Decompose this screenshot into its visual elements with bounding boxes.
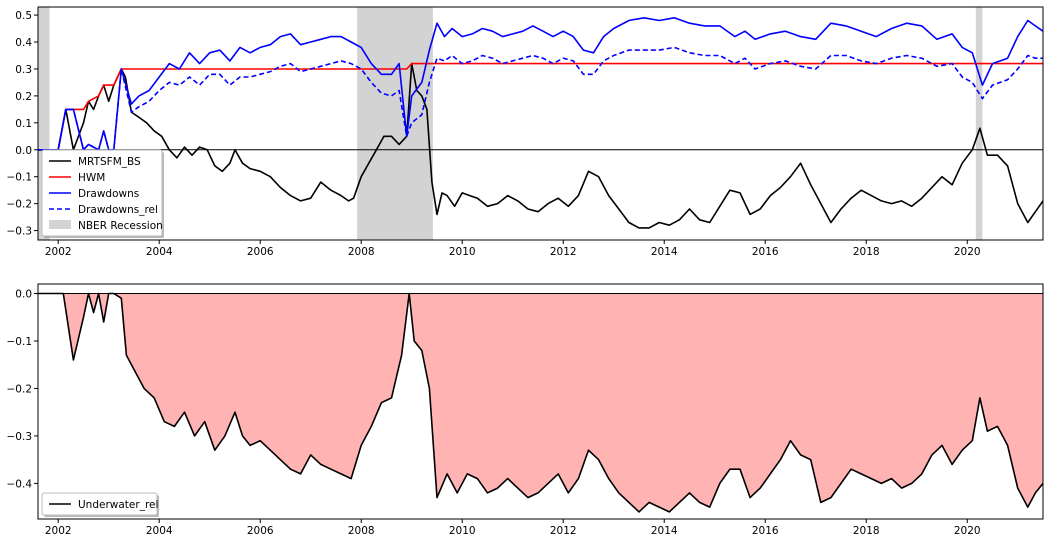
x-tick-label: 2012 bbox=[550, 525, 577, 537]
legend-label: Drawdowns bbox=[78, 188, 139, 200]
series-line-drawdowns bbox=[38, 17, 1044, 151]
x-tick-label: 2004 bbox=[146, 525, 173, 537]
legend-label: MRTSFM_BS bbox=[78, 156, 141, 168]
legend-item: MRTSFM_BS bbox=[49, 156, 141, 168]
y-tick-label: 0.4 bbox=[15, 37, 32, 49]
y-tick-label: −0.1 bbox=[7, 172, 33, 184]
x-tick-label: 2018 bbox=[853, 246, 880, 258]
x-tick: 2002 bbox=[45, 240, 72, 258]
x-tick: 2002 bbox=[45, 519, 72, 537]
x-tick: 2008 bbox=[348, 240, 375, 258]
legend-item: Drawdowns_rel bbox=[49, 204, 158, 216]
x-tick-label: 2014 bbox=[651, 525, 678, 537]
x-tick-label: 2002 bbox=[45, 525, 72, 537]
x-tick-label: 2020 bbox=[954, 525, 981, 537]
y-tick: 0.0 bbox=[15, 145, 38, 157]
x-tick: 2018 bbox=[853, 519, 880, 537]
plot-area bbox=[38, 7, 1043, 240]
x-tick-label: 2004 bbox=[146, 246, 173, 258]
y-tick: −0.1 bbox=[7, 172, 38, 184]
x-tick: 2020 bbox=[954, 240, 981, 258]
y-tick: 0.1 bbox=[15, 118, 38, 130]
x-tick-label: 2008 bbox=[348, 246, 375, 258]
y-tick: 0.4 bbox=[15, 37, 38, 49]
bottom-chart: 2002 2004 2006 2008 2010 2012 2014 2016 2018 2020… bbox=[7, 283, 1044, 537]
y-tick: −0.1 bbox=[7, 336, 38, 348]
x-tick: 2016 bbox=[752, 519, 779, 537]
x-tick: 2010 bbox=[449, 519, 476, 537]
legend: MRTSFM_BS HWM Drawdowns Drawdowns_rel NBER R… bbox=[41, 149, 164, 238]
x-tick: 2016 bbox=[752, 240, 779, 258]
x-tick: 2018 bbox=[853, 240, 880, 258]
y-tick-label: −0.2 bbox=[7, 199, 33, 211]
x-tick-label: 2006 bbox=[247, 246, 274, 258]
y-tick-label: −0.4 bbox=[7, 478, 33, 490]
x-tick: 2020 bbox=[954, 519, 981, 537]
y-tick-label: 0.0 bbox=[15, 288, 32, 300]
y-tick: −0.4 bbox=[7, 478, 38, 490]
legend-item: HWM bbox=[49, 172, 105, 184]
series-line-underwater-rel bbox=[38, 292, 1044, 513]
x-tick-label: 2002 bbox=[45, 246, 72, 258]
x-tick: 2008 bbox=[348, 519, 375, 537]
y-tick-label: 0.5 bbox=[15, 10, 32, 22]
x-tick: 2006 bbox=[247, 240, 274, 258]
y-tick-label: −0.2 bbox=[7, 383, 33, 395]
x-tick: 2004 bbox=[146, 519, 173, 537]
y-tick: 0.3 bbox=[15, 64, 38, 76]
x-tick-label: 2014 bbox=[651, 246, 678, 258]
x-tick: 2014 bbox=[651, 519, 678, 537]
x-tick: 2014 bbox=[651, 240, 678, 258]
x-tick-label: 2010 bbox=[449, 525, 476, 537]
x-tick: 2010 bbox=[449, 240, 476, 258]
plot-frame bbox=[37, 6, 1044, 241]
y-tick: −0.3 bbox=[7, 226, 38, 238]
series-line-mrtsfm-bs bbox=[38, 62, 1044, 229]
y-tick-label: −0.3 bbox=[7, 226, 33, 238]
legend-label: HWM bbox=[78, 172, 105, 184]
plot-frame bbox=[37, 283, 1044, 520]
series-line-drawdowns-rel bbox=[38, 46, 1043, 151]
x-tick-label: 2020 bbox=[954, 246, 981, 258]
legend-item: Drawdowns bbox=[49, 188, 139, 200]
x-tick: 2006 bbox=[247, 519, 274, 537]
x-tick: 2012 bbox=[550, 519, 577, 537]
legend-item: NBER Recession bbox=[49, 220, 163, 232]
top-chart: 2002 2004 2006 2008 2010 2012 2014 2016 2018 2020… bbox=[7, 6, 1044, 258]
y-tick: −0.2 bbox=[7, 199, 38, 211]
underwater-fill bbox=[38, 293, 1043, 512]
y-tick: 0.0 bbox=[15, 288, 38, 300]
y-tick-label: −0.1 bbox=[7, 336, 33, 348]
x-tick-label: 2016 bbox=[752, 246, 779, 258]
x-tick-label: 2016 bbox=[752, 525, 779, 537]
y-tick: −0.2 bbox=[7, 383, 38, 395]
recession-band bbox=[38, 7, 50, 240]
y-tick: −0.3 bbox=[7, 431, 38, 443]
x-tick-label: 2018 bbox=[853, 525, 880, 537]
x-tick: 2004 bbox=[146, 240, 173, 258]
legend-label: NBER Recession bbox=[78, 220, 163, 232]
recession-band bbox=[975, 7, 983, 240]
recession-band bbox=[357, 7, 433, 240]
x-tick-label: 2012 bbox=[550, 246, 577, 258]
y-tick-label: 0.3 bbox=[15, 64, 32, 76]
y-tick: 0.5 bbox=[15, 10, 38, 22]
y-tick-label: 0.0 bbox=[15, 145, 32, 157]
x-tick-label: 2006 bbox=[247, 525, 274, 537]
x-tick-label: 2008 bbox=[348, 525, 375, 537]
legend-label: Underwater_rel bbox=[78, 499, 158, 511]
y-tick-label: 0.2 bbox=[15, 91, 32, 103]
x-tick-label: 2010 bbox=[449, 246, 476, 258]
legend-item: Underwater_rel bbox=[49, 499, 158, 511]
x-tick: 2012 bbox=[550, 240, 577, 258]
y-tick-label: 0.1 bbox=[15, 118, 32, 130]
legend: Underwater_rel bbox=[41, 492, 159, 517]
y-tick: 0.2 bbox=[15, 91, 38, 103]
legend-label: Drawdowns_rel bbox=[78, 204, 158, 216]
y-tick-label: −0.3 bbox=[7, 431, 33, 443]
legend-swatch bbox=[49, 220, 71, 229]
